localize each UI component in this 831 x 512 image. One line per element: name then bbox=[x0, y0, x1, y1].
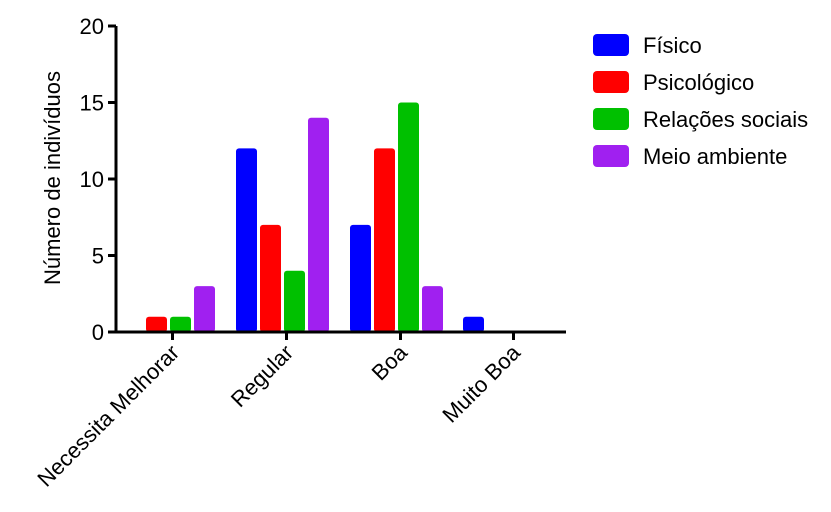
bar-psicol-gico-0 bbox=[146, 316, 167, 332]
legend-swatch bbox=[593, 145, 629, 167]
legend-swatch bbox=[593, 71, 629, 93]
bar-rela-es-sociais-0 bbox=[170, 316, 191, 332]
x-ticks: Necessita Melhorar Regular Boa Muito Boa bbox=[32, 332, 526, 492]
bar-psicol-gico-2 bbox=[374, 148, 395, 332]
legend-label: Psicológico bbox=[643, 70, 754, 95]
x-category-label: Boa bbox=[367, 339, 413, 385]
bar-meio-ambiente-2 bbox=[422, 286, 443, 332]
y-tick-label: 5 bbox=[92, 244, 104, 269]
legend-label: Físico bbox=[643, 33, 702, 58]
legend: Físico Psicológico Relações sociais Meio am… bbox=[593, 33, 808, 169]
y-ticks: 0 5 10 15 20 bbox=[80, 14, 116, 345]
bar-f-sico-2 bbox=[350, 224, 371, 332]
bar-meio-ambiente-0 bbox=[194, 286, 215, 332]
legend-label: Relações sociais bbox=[643, 107, 808, 132]
bar-f-sico-3 bbox=[463, 316, 484, 332]
x-category-label: Regular bbox=[226, 340, 298, 412]
bars-layer bbox=[146, 102, 484, 332]
bar-psicol-gico-1 bbox=[260, 224, 281, 332]
legend-label: Meio ambiente bbox=[643, 144, 787, 169]
x-category-label: Necessita Melhorar bbox=[32, 340, 184, 492]
legend-swatch bbox=[593, 108, 629, 130]
bar-rela-es-sociais-1 bbox=[284, 270, 305, 332]
bar-rela-es-sociais-2 bbox=[398, 102, 419, 332]
legend-swatch bbox=[593, 34, 629, 56]
bar-meio-ambiente-1 bbox=[308, 117, 329, 332]
y-tick-label: 15 bbox=[80, 91, 104, 116]
y-tick-label: 10 bbox=[80, 167, 104, 192]
y-axis-label: Número de indivíduos bbox=[40, 71, 65, 285]
bar-f-sico-1 bbox=[236, 148, 257, 332]
y-tick-label: 20 bbox=[80, 14, 104, 39]
y-tick-label: 0 bbox=[92, 320, 104, 345]
x-category-label: Muito Boa bbox=[437, 339, 525, 427]
